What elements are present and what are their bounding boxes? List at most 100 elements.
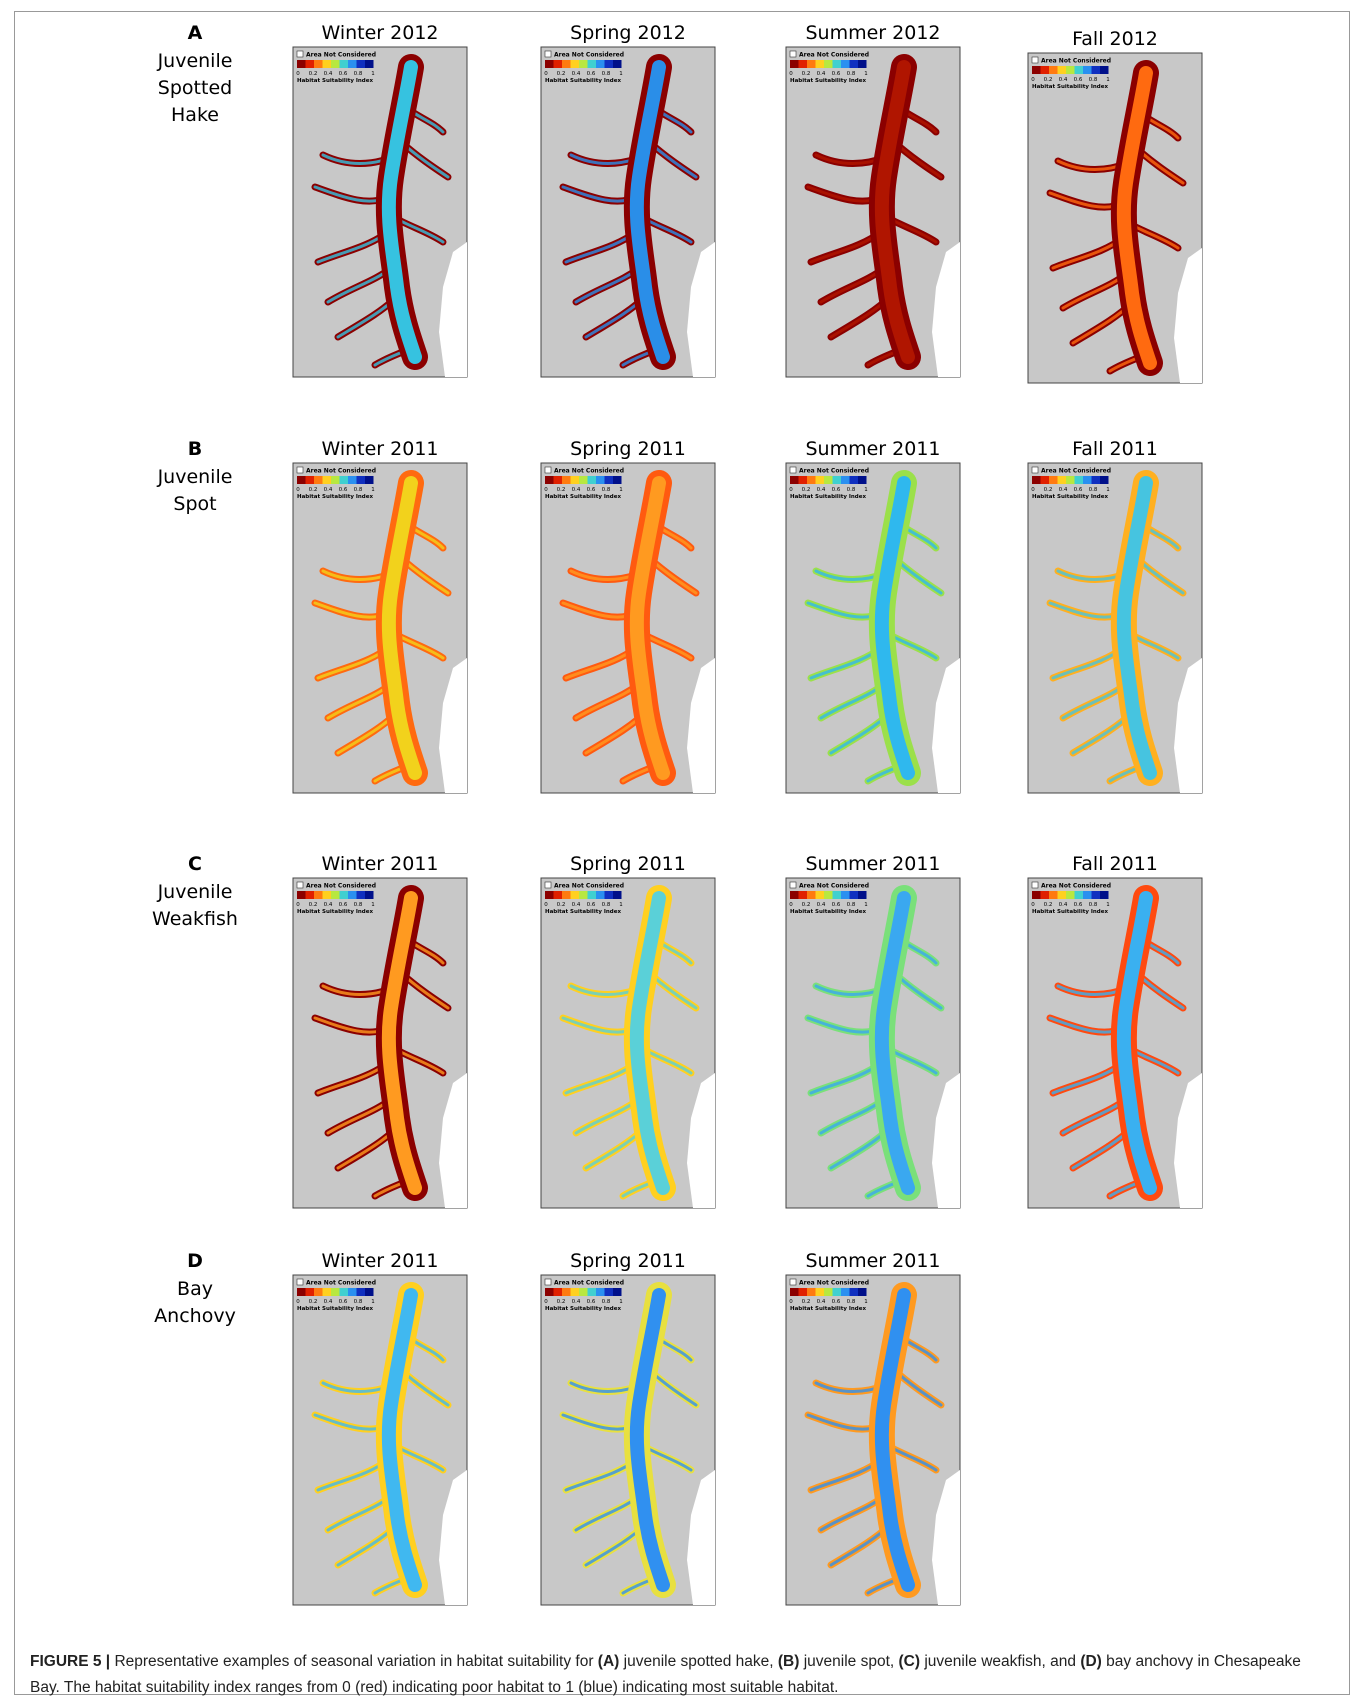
legend-color <box>613 1288 622 1296</box>
legend-color <box>545 1288 554 1296</box>
legend-color <box>1075 476 1084 484</box>
legend-color <box>858 476 867 484</box>
legend-color <box>571 1288 580 1296</box>
legend-checkbox-label: Area Not Considered <box>799 1280 869 1287</box>
legend-checkbox-label: Area Not Considered <box>554 883 624 890</box>
legend-color <box>340 476 349 484</box>
legend-color <box>858 891 867 899</box>
legend-color <box>1066 891 1075 899</box>
legend-color <box>824 476 833 484</box>
legend-color <box>562 891 571 899</box>
legend-tick-label: 0.4 <box>1059 487 1068 493</box>
legend-color <box>858 60 867 68</box>
panel-title: Winter 2011 <box>321 438 438 460</box>
legend-color <box>323 1288 332 1296</box>
legend-checkbox <box>790 51 796 57</box>
legend-checkbox <box>790 882 796 888</box>
legend-tick-label: 1 <box>1106 902 1110 908</box>
panel-letter: B <box>188 438 202 460</box>
legend-tick-label: 1 <box>619 487 623 493</box>
legend-title: Habitat Suitability Index <box>297 494 373 500</box>
legend-tick-label: 0.6 <box>832 902 841 908</box>
legend-tick-label: 0.8 <box>354 1299 363 1305</box>
legend-color <box>588 476 597 484</box>
figure-panels: AJuvenileSpottedHakeWinter 2012Area Not … <box>0 0 1360 1640</box>
legend-color <box>613 476 622 484</box>
legend-color <box>816 891 825 899</box>
legend-color <box>365 476 374 484</box>
legend-checkbox <box>545 51 551 57</box>
legend-color <box>314 1288 323 1296</box>
legend-color <box>824 1288 833 1296</box>
legend-color <box>850 60 859 68</box>
legend-color <box>331 1288 340 1296</box>
legend-tick-label: 0.6 <box>339 902 348 908</box>
legend-color <box>1066 66 1075 74</box>
legend-tick-label: 0.8 <box>1089 902 1098 908</box>
legend-tick-label: 0.2 <box>309 71 318 77</box>
legend-title: Habitat Suitability Index <box>297 1306 373 1312</box>
legend-tick-label: 0.4 <box>572 1299 581 1305</box>
legend-color <box>1041 66 1050 74</box>
species-name: Spotted <box>158 77 232 99</box>
legend-checkbox-label: Area Not Considered <box>1041 468 1111 475</box>
species-name: Bay <box>177 1278 213 1300</box>
legend-color <box>596 476 605 484</box>
legend-tick-label: 0.2 <box>309 902 318 908</box>
panel-title: Spring 2012 <box>570 22 686 44</box>
legend-color <box>554 891 563 899</box>
legend-tick-label: 0.6 <box>832 487 841 493</box>
legend-tick-label: 0.8 <box>354 902 363 908</box>
legend-color <box>545 476 554 484</box>
legend-color <box>1058 476 1067 484</box>
legend-tick-label: 0.4 <box>324 487 333 493</box>
legend-color <box>365 1288 374 1296</box>
legend-tick-label: 0.2 <box>802 71 811 77</box>
legend-color <box>790 891 799 899</box>
legend-color <box>807 476 816 484</box>
legend-tick-label: 0.4 <box>572 902 581 908</box>
panel-title: Spring 2011 <box>570 438 686 460</box>
legend-color <box>588 60 597 68</box>
map-panel: Area Not Considered00.20.40.60.81Habitat… <box>541 1275 715 1605</box>
legend-tick-label: 0 <box>1031 902 1035 908</box>
legend-title: Habitat Suitability Index <box>545 1306 621 1312</box>
species-name: Anchovy <box>154 1305 236 1327</box>
legend-color <box>605 476 614 484</box>
legend-tick-label: 1 <box>864 487 868 493</box>
legend-tick-label: 0.4 <box>572 71 581 77</box>
legend-color <box>790 1288 799 1296</box>
legend-color <box>596 60 605 68</box>
panel-letter: D <box>187 1250 203 1272</box>
legend-color <box>571 891 580 899</box>
legend-color <box>554 60 563 68</box>
legend-checkbox-label: Area Not Considered <box>1041 58 1111 65</box>
legend-checkbox-label: Area Not Considered <box>799 883 869 890</box>
legend-color <box>331 891 340 899</box>
legend-checkbox-label: Area Not Considered <box>306 468 376 475</box>
legend-color <box>1032 891 1041 899</box>
panel-title: Fall 2011 <box>1072 853 1158 875</box>
legend-color <box>357 891 366 899</box>
legend-tick-label: 0.2 <box>1044 77 1053 83</box>
legend-checkbox <box>297 1279 303 1285</box>
species-name: Spot <box>173 493 216 515</box>
legend-color <box>1100 66 1109 74</box>
legend-color <box>348 1288 357 1296</box>
legend-tick-label: 1 <box>864 71 868 77</box>
legend-title: Habitat Suitability Index <box>297 909 373 915</box>
legend-tick-label: 0.6 <box>339 487 348 493</box>
legend-tick-label: 0.6 <box>587 1299 596 1305</box>
caption: FIGURE 5 | Representative examples of se… <box>30 1649 1330 1698</box>
legend-tick-label: 1 <box>619 1299 623 1305</box>
map-panel: Area Not Considered00.20.40.60.81Habitat… <box>786 463 960 793</box>
legend-color <box>562 60 571 68</box>
legend-color <box>1083 476 1092 484</box>
legend-tick-label: 0.8 <box>602 487 611 493</box>
legend-color <box>799 60 808 68</box>
legend-color <box>850 891 859 899</box>
